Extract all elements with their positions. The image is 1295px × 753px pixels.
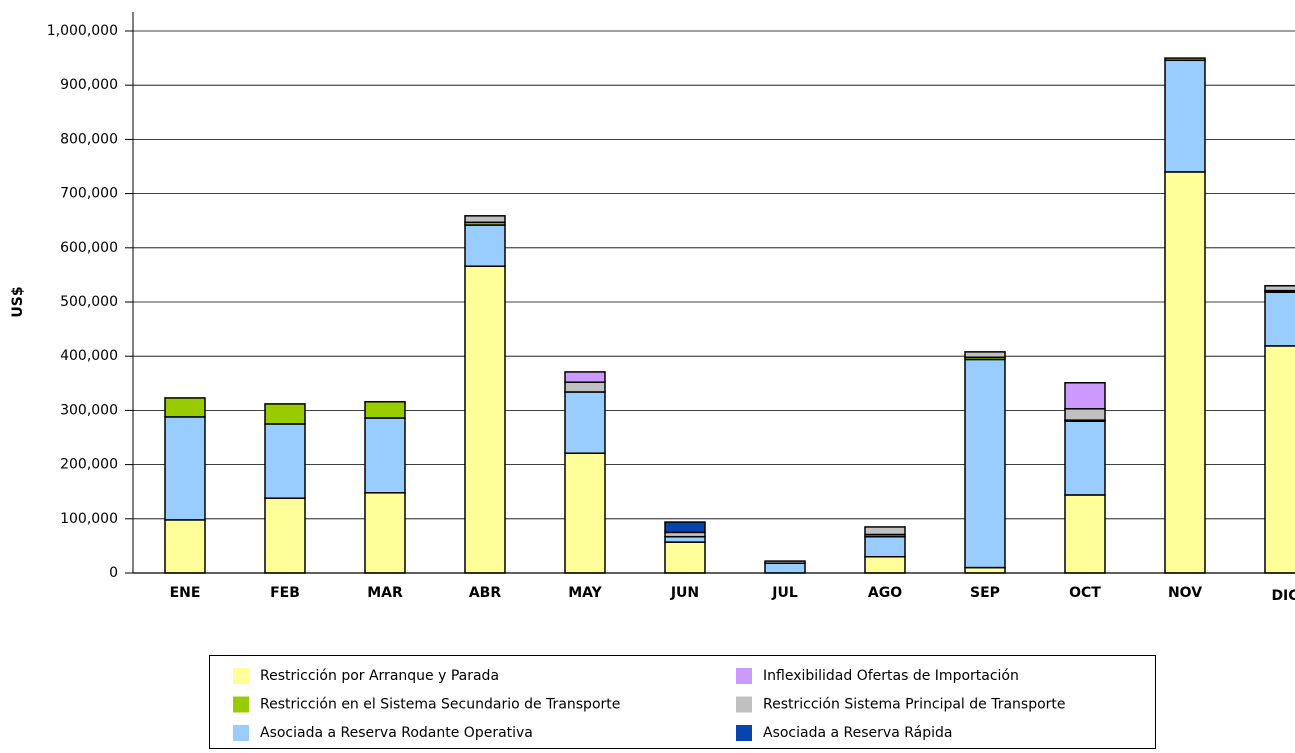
legend-label: Inflexibilidad Ofertas de Importación (763, 668, 1019, 684)
bar-segment (664, 535, 706, 543)
x-tick-label: JUN (670, 585, 699, 601)
bar-segment (1164, 171, 1206, 574)
x-tick-label: MAR (367, 585, 403, 601)
bar-segment (1064, 382, 1106, 410)
bar-segment (364, 400, 406, 419)
bar-segment (1164, 59, 1206, 173)
legend-label: Asociada a Reserva Rápida (763, 725, 952, 741)
x-tick-label: AGO (868, 585, 902, 601)
bar-segment (364, 417, 406, 494)
bar-segment (164, 397, 206, 418)
y-tick-label: 200,000 (60, 457, 118, 473)
bar-segment (564, 371, 606, 383)
y-tick-label: 400,000 (60, 348, 118, 364)
bar-segment (1164, 57, 1206, 62)
bar-segment (964, 351, 1006, 359)
bar-segment (264, 423, 306, 499)
bar-segment (864, 555, 906, 574)
legend-swatch (736, 725, 752, 741)
legend-label: Asociada a Reserva Rodante Operativa (260, 725, 533, 741)
bar-segment (564, 381, 606, 393)
legend-swatch (233, 725, 249, 741)
y-tick-label: 300,000 (60, 402, 118, 418)
legend-swatch (736, 696, 752, 713)
y-tick-label: 900,000 (60, 77, 118, 93)
legend-label: Restricción por Arranque y Parada (260, 668, 499, 684)
bar-segment (764, 560, 806, 564)
bar-segment (464, 215, 506, 224)
legend-label: Restricción en el Sistema Secundario de … (260, 697, 620, 713)
x-tick-label: FEB (270, 585, 300, 601)
bar-segment (364, 492, 406, 574)
legend-swatch (233, 696, 249, 713)
bar-segment (1264, 284, 1295, 292)
bar-segment (1064, 408, 1106, 421)
bar-segment (264, 403, 306, 425)
bar-segment (964, 566, 1006, 574)
bar-segment (1064, 494, 1106, 574)
legend-label: Restricción Sistema Principal de Transpo… (763, 697, 1066, 713)
bar-segment (264, 497, 306, 574)
bar-segment (764, 562, 806, 574)
x-tick-label: OCT (1069, 585, 1101, 601)
y-tick-label: 600,000 (60, 240, 118, 256)
bar-segment (864, 535, 906, 558)
x-tick-label: MAY (568, 585, 602, 601)
y-tick-label: 500,000 (60, 294, 118, 310)
legend-swatch (736, 668, 752, 684)
bar-segment (664, 521, 706, 534)
bar-segment (464, 224, 506, 267)
bar-segment (864, 526, 906, 536)
x-tick-label: ENE (170, 585, 201, 601)
bar-segment (1264, 345, 1295, 574)
y-tick-label: 0 (109, 565, 118, 581)
legend-swatch (233, 668, 249, 684)
y-tick-label: 100,000 (60, 511, 118, 527)
bar-segment (564, 452, 606, 574)
legend (209, 655, 1156, 749)
bar-segment (464, 265, 506, 574)
y-tick-label: 1,000,000 (47, 23, 118, 39)
x-tick-label: DIC (1271, 588, 1295, 604)
bar-segment (664, 541, 706, 574)
bar-segment (164, 416, 206, 521)
bar-segment (1064, 420, 1106, 496)
y-tick-label: 700,000 (60, 186, 118, 202)
bar-segment (564, 391, 606, 454)
bar-segment (1264, 291, 1295, 347)
y-axis-label: US$ (10, 286, 26, 317)
bar-segment (964, 358, 1006, 569)
x-tick-label: JUL (771, 585, 798, 601)
y-tick-label: 800,000 (60, 131, 118, 147)
x-tick-label: SEP (970, 585, 1000, 601)
x-tick-label: ABR (469, 585, 502, 601)
bar-segment (164, 519, 206, 574)
x-tick-label: NOV (1168, 585, 1202, 601)
